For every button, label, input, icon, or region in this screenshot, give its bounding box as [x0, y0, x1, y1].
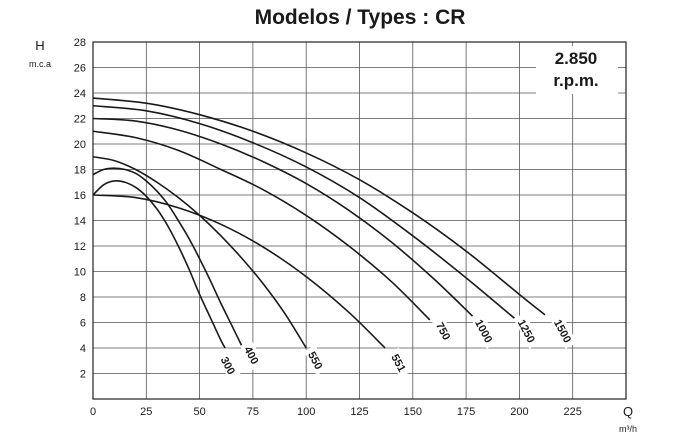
curve-label-group-1000: 1000 — [470, 312, 499, 349]
y-tick-label: 8 — [80, 292, 86, 304]
y-tick-label: 20 — [74, 139, 86, 151]
curve-label-bg — [431, 315, 457, 346]
curve-label-group-550: 550 — [303, 345, 329, 376]
y-tick-label: 14 — [74, 216, 86, 228]
y-tick-label: 28 — [74, 37, 86, 49]
curve-label-group-300: 300 — [216, 350, 241, 381]
curve-551 — [92, 194, 386, 349]
curve-label-1000: 1000 — [472, 318, 494, 345]
y-tick-label: 18 — [74, 165, 86, 177]
curve-750 — [92, 130, 431, 321]
rpm-unit: r.p.m. — [553, 71, 598, 90]
x-tick-label: 50 — [193, 406, 205, 418]
y-axis-unit: m.c.a — [29, 59, 51, 69]
grid — [93, 42, 626, 399]
curve-label-bg — [513, 312, 541, 349]
x-axis-unit: m³/h — [619, 424, 637, 434]
x-tick-label: 225 — [564, 406, 582, 418]
x-tick-label: 200 — [510, 406, 528, 418]
rpm-value: 2.850 — [555, 49, 598, 68]
curve-label-bg — [387, 347, 412, 378]
x-tick-label: 125 — [350, 406, 368, 418]
curve-1500 — [92, 97, 546, 316]
y-tick-label: 16 — [74, 190, 86, 202]
curve-1000 — [92, 117, 474, 317]
curve-label-1500: 1500 — [551, 318, 573, 345]
y-tick-label: 6 — [80, 318, 86, 330]
rpm-box — [536, 46, 618, 94]
curve-1250 — [92, 104, 520, 324]
x-axis-label: Q — [623, 404, 633, 419]
curve-label-group-750: 750 — [431, 315, 457, 346]
curve-label-bg — [216, 350, 241, 381]
pump-curves — [92, 97, 546, 349]
y-tick-label: 12 — [74, 241, 86, 253]
curve-label-1250: 1250 — [515, 318, 537, 345]
y-tick-label: 24 — [74, 88, 86, 100]
y-axis-label: H — [35, 38, 44, 53]
plot-frame — [92, 41, 627, 400]
y-tick-label: 10 — [74, 267, 86, 279]
curve-label-bg — [240, 339, 265, 370]
curve-label-group-1250: 1250 — [513, 312, 541, 349]
x-tick-label: 150 — [404, 406, 422, 418]
x-tick-label: 75 — [247, 406, 259, 418]
x-tick-label: 25 — [140, 406, 152, 418]
y-tick-label: 4 — [80, 343, 86, 355]
y-tick-label: 22 — [74, 114, 86, 126]
curve-label-bg — [470, 312, 499, 349]
x-tick-label: 175 — [457, 406, 475, 418]
curve-label-bg — [549, 312, 578, 349]
x-axis-ticks: 0 25 50 75 100 125 150 175 200 225 — [90, 406, 582, 418]
curve-label-group-400: 400 — [240, 339, 265, 370]
y-tick-label: 26 — [74, 63, 86, 75]
x-tick-label: 0 — [90, 406, 96, 418]
y-tick-label: 2 — [80, 369, 86, 381]
curve-label-bg — [303, 345, 329, 376]
chart-title: Modelos / Types : CR — [255, 6, 466, 29]
x-tick-label: 100 — [297, 406, 315, 418]
curve-300 — [92, 180, 226, 349]
